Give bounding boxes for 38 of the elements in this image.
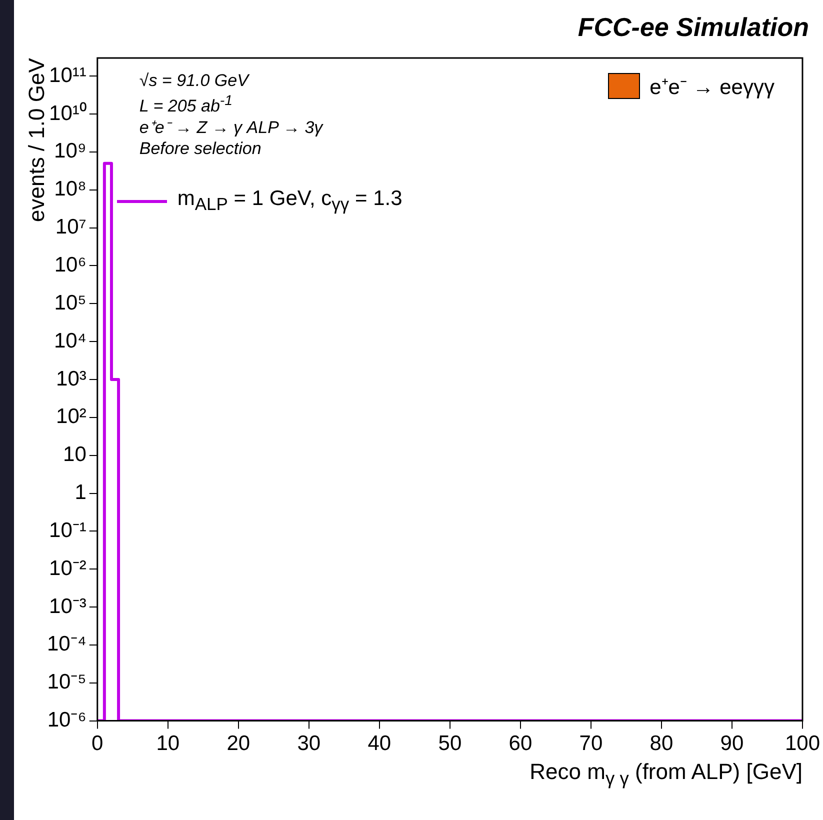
y-tick-label: 1	[74, 481, 86, 504]
annotation: L = 205 ab$^{-1}$	[139, 93, 232, 116]
annotation: √s = 91.0 GeV	[139, 71, 248, 90]
x-tick-label: 100	[784, 732, 820, 756]
y-tick-label: 10⁻⁵	[47, 670, 86, 694]
x-tick-label: 10	[156, 732, 180, 756]
x-tick-label: 50	[438, 732, 462, 756]
chart-title: FCC-ee Simulation	[578, 12, 809, 43]
y-tick-label: 10¹¹	[49, 64, 86, 87]
annotation: Before selection	[139, 138, 262, 158]
x-tick-label: 40	[368, 732, 392, 756]
y-tick-label: 10⁸	[54, 178, 86, 201]
y-tick-label: 10¹⁰	[49, 102, 86, 125]
x-tick-label: 60	[508, 732, 532, 756]
y-tick-label: 10⁻⁴	[46, 632, 86, 656]
y-tick-label: 10⁻¹	[49, 518, 86, 542]
y-tick-label: 10⁴	[54, 329, 86, 352]
x-tick-label: 0	[92, 732, 104, 756]
y-tick-label: 10⁷	[55, 216, 86, 239]
y-tick-label: 10⁹	[54, 140, 86, 163]
x-tick-label: 80	[650, 732, 674, 756]
legend-label: m$_{ALP}$ = 1 GeV, c$_{γγ}$ = 1.3	[177, 187, 402, 216]
x-tick-label: 70	[579, 732, 603, 756]
y-axis-title: events / 1.0 GeV	[24, 58, 50, 222]
x-axis-title: Reco m$_{γ γ}$ (from ALP) [GeV]	[530, 758, 802, 790]
legend-label: e⁺e⁻ → eeγγγ	[650, 75, 774, 100]
x-tick-label: 90	[720, 732, 744, 756]
y-tick-label: 10⁵	[54, 291, 86, 314]
y-tick-label: 10	[63, 443, 86, 466]
y-tick-label: 10³	[56, 367, 86, 390]
y-tick-label: 10⁶	[54, 254, 86, 277]
y-tick-label: 10⁻³	[49, 594, 86, 618]
x-tick-label: 30	[297, 732, 321, 756]
x-tick-label: 20	[226, 732, 250, 756]
y-tick-label: 10⁻²	[49, 556, 86, 580]
y-tick-label: 10⁻⁶	[47, 708, 86, 732]
y-tick-label: 10²	[56, 405, 86, 428]
annotation: e⁺e⁻ → Z → γ ALP → 3γ	[139, 118, 323, 137]
